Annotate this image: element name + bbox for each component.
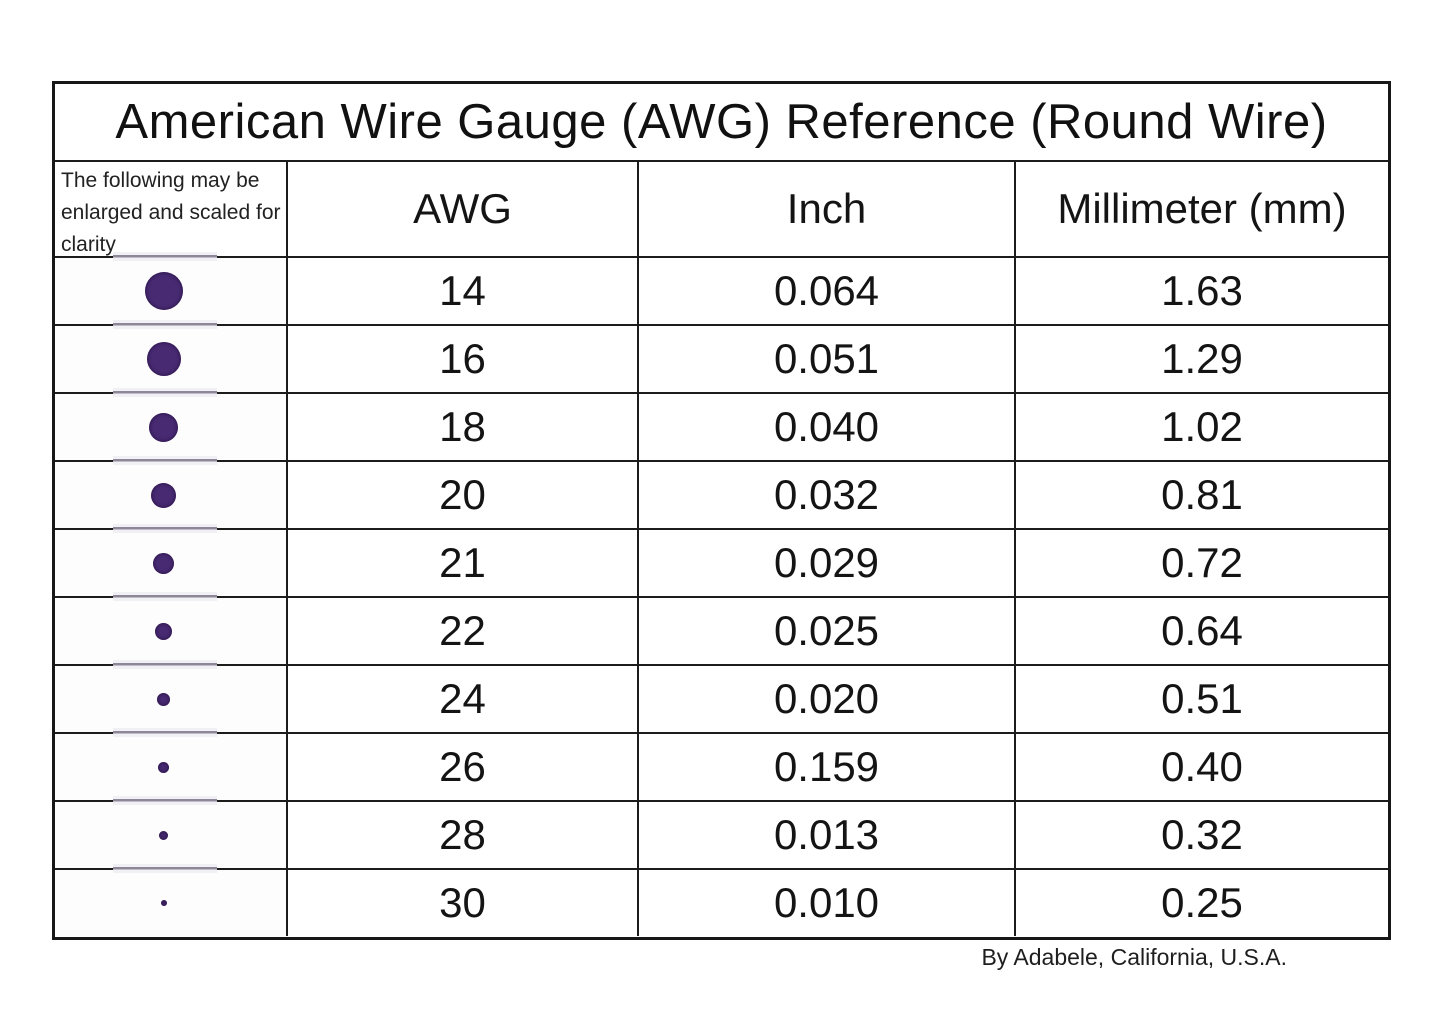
wire-dot-cell — [55, 388, 286, 460]
mm-value: 0.51 — [1014, 664, 1388, 732]
wire-dot-cell — [55, 524, 286, 596]
wire-underline — [112, 796, 217, 805]
mm-value: 1.02 — [1014, 392, 1388, 460]
mm-value: 1.29 — [1014, 324, 1388, 392]
credit-text: By Adabele, California, U.S.A. — [981, 944, 1287, 970]
column-header-millimeter: Millimeter (mm) — [1014, 160, 1388, 256]
wire-size-dot — [160, 900, 167, 906]
mm-value: 0.81 — [1014, 460, 1388, 528]
wire-size-dot — [155, 622, 172, 640]
wire-underline — [112, 660, 217, 669]
awg-value: 30 — [286, 868, 637, 936]
inch-value: 0.013 — [637, 800, 1014, 868]
wire-underline — [112, 592, 217, 601]
column-header-inch: Inch — [637, 160, 1014, 256]
wire-underline — [112, 388, 217, 397]
scale-note: The following may be enlarged and scaled… — [55, 160, 286, 256]
inch-value: 0.029 — [637, 528, 1014, 596]
wire-dot-cell — [55, 864, 286, 936]
wire-underline — [112, 524, 217, 533]
mm-value: 0.32 — [1014, 800, 1388, 868]
awg-value: 26 — [286, 732, 637, 800]
awg-value: 24 — [286, 664, 637, 732]
column-header-awg: AWG — [286, 160, 637, 256]
mm-value: 0.25 — [1014, 868, 1388, 936]
wire-dot-cell — [55, 320, 286, 392]
inch-value: 0.159 — [637, 732, 1014, 800]
awg-value: 21 — [286, 528, 637, 596]
wire-dot-cell — [55, 456, 286, 528]
wire-size-dot — [153, 552, 174, 574]
inch-value: 0.051 — [637, 324, 1014, 392]
table-title: American Wire Gauge (AWG) Reference (Rou… — [55, 84, 1388, 160]
awg-value: 14 — [286, 256, 637, 324]
wire-size-dot — [157, 692, 170, 706]
awg-value: 28 — [286, 800, 637, 868]
awg-value: 16 — [286, 324, 637, 392]
wire-dot-cell — [55, 728, 286, 800]
mm-value: 0.72 — [1014, 528, 1388, 596]
wire-underline — [112, 252, 217, 261]
mm-value: 0.64 — [1014, 596, 1388, 664]
inch-value: 0.040 — [637, 392, 1014, 460]
inch-value: 0.010 — [637, 868, 1014, 936]
wire-dot-cell — [55, 252, 286, 324]
wire-size-dot — [149, 412, 178, 442]
wire-dot-cell — [55, 796, 286, 868]
wire-underline — [112, 864, 217, 873]
awg-value: 20 — [286, 460, 637, 528]
inch-value: 0.064 — [637, 256, 1014, 324]
inch-value: 0.032 — [637, 460, 1014, 528]
inch-value: 0.025 — [637, 596, 1014, 664]
wire-size-dot — [158, 761, 169, 773]
awg-value: 18 — [286, 392, 637, 460]
awg-value: 22 — [286, 596, 637, 664]
wire-size-dot — [159, 830, 168, 840]
wire-size-dot — [146, 342, 181, 376]
mm-value: 1.63 — [1014, 256, 1388, 324]
wire-underline — [112, 320, 217, 329]
wire-size-dot — [151, 482, 176, 508]
wire-size-dot — [144, 272, 183, 310]
wire-underline — [112, 456, 217, 465]
wire-underline — [112, 728, 217, 737]
wire-dot-cell — [55, 660, 286, 732]
mm-value: 0.40 — [1014, 732, 1388, 800]
awg-reference-table: American Wire Gauge (AWG) Reference (Rou… — [52, 81, 1391, 940]
wire-dot-cell — [55, 592, 286, 664]
inch-value: 0.020 — [637, 664, 1014, 732]
